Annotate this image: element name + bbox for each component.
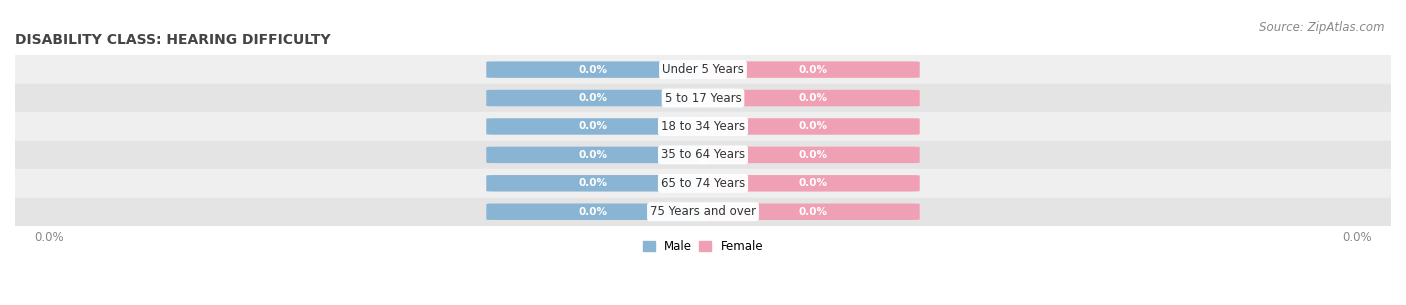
Text: 0.0%: 0.0%: [799, 65, 828, 75]
FancyBboxPatch shape: [706, 203, 920, 220]
FancyBboxPatch shape: [486, 61, 700, 78]
FancyBboxPatch shape: [486, 147, 700, 163]
FancyBboxPatch shape: [706, 147, 920, 163]
Text: Under 5 Years: Under 5 Years: [662, 63, 744, 76]
Text: 0.0%: 0.0%: [578, 207, 607, 217]
Text: 0.0%: 0.0%: [799, 121, 828, 131]
Legend: Male, Female: Male, Female: [638, 235, 768, 257]
Text: 75 Years and over: 75 Years and over: [650, 205, 756, 218]
Text: 0.0%: 0.0%: [578, 93, 607, 103]
Text: 0.0%: 0.0%: [578, 121, 607, 131]
Bar: [15, 84, 1391, 112]
FancyBboxPatch shape: [486, 118, 700, 135]
FancyBboxPatch shape: [706, 61, 920, 78]
Text: 0.0%: 0.0%: [578, 178, 607, 188]
Text: 0.0%: 0.0%: [799, 93, 828, 103]
Text: 0.0%: 0.0%: [578, 65, 607, 75]
Text: 0.0%: 0.0%: [578, 150, 607, 160]
Text: 18 to 34 Years: 18 to 34 Years: [661, 120, 745, 133]
Text: 0.0%: 0.0%: [799, 178, 828, 188]
Text: 35 to 64 Years: 35 to 64 Years: [661, 149, 745, 161]
Text: 65 to 74 Years: 65 to 74 Years: [661, 177, 745, 190]
FancyBboxPatch shape: [486, 90, 700, 106]
FancyBboxPatch shape: [486, 175, 700, 192]
FancyBboxPatch shape: [706, 175, 920, 192]
Bar: [15, 141, 1391, 169]
FancyBboxPatch shape: [706, 90, 920, 106]
Bar: [15, 198, 1391, 226]
Text: DISABILITY CLASS: HEARING DIFFICULTY: DISABILITY CLASS: HEARING DIFFICULTY: [15, 33, 330, 47]
Text: 0.0%: 0.0%: [799, 207, 828, 217]
Text: 5 to 17 Years: 5 to 17 Years: [665, 92, 741, 105]
FancyBboxPatch shape: [486, 203, 700, 220]
Bar: [15, 169, 1391, 198]
FancyBboxPatch shape: [706, 118, 920, 135]
Bar: [15, 56, 1391, 84]
Bar: [15, 112, 1391, 141]
Text: Source: ZipAtlas.com: Source: ZipAtlas.com: [1260, 21, 1385, 34]
Text: 0.0%: 0.0%: [799, 150, 828, 160]
